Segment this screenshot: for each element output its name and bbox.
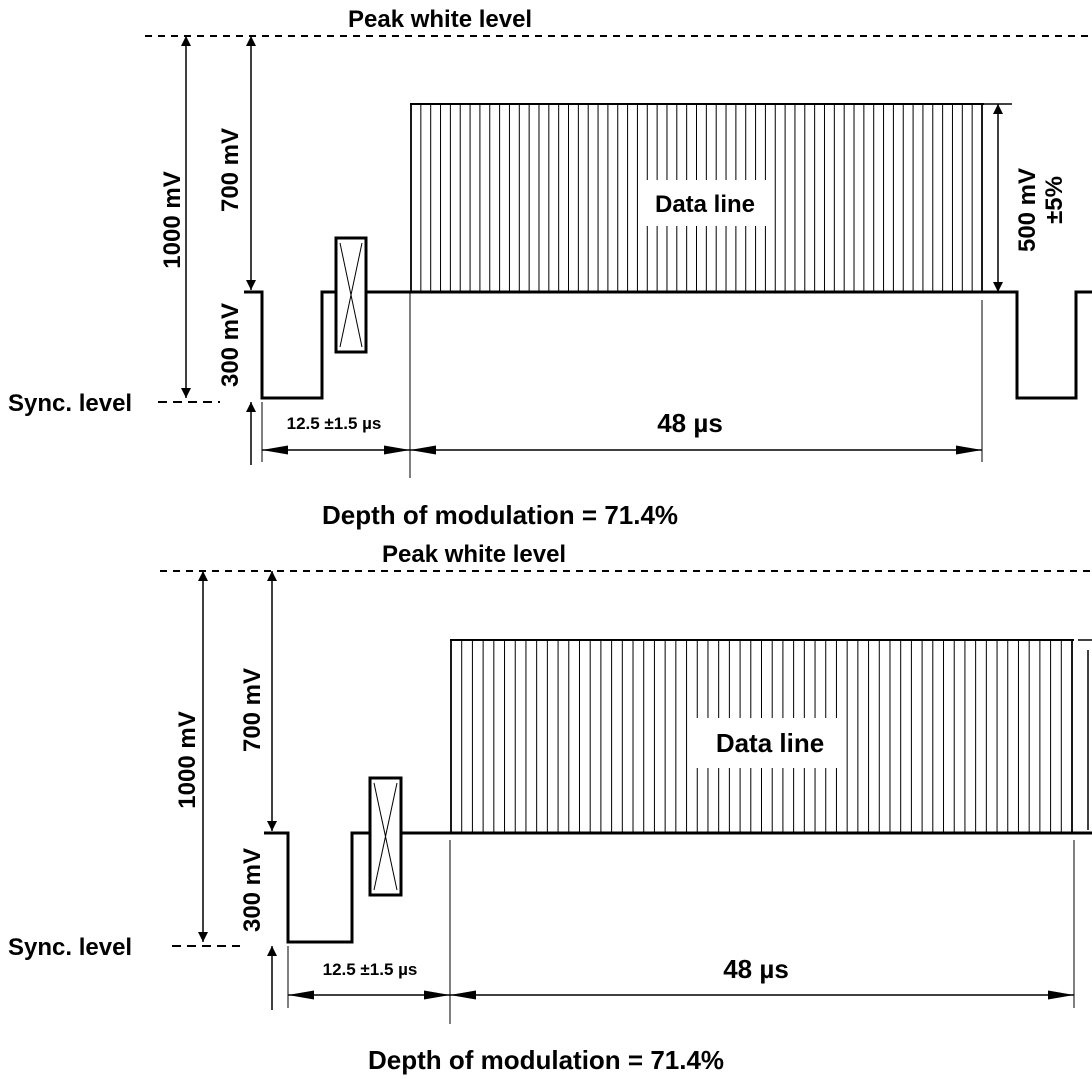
v1000-label: 1000 mV: [174, 711, 201, 808]
v500-tol-label: ±5%: [1041, 176, 1068, 224]
v700-label: 700 mV: [239, 668, 266, 752]
depth-label: Depth of modulation = 71.4%: [322, 500, 678, 530]
t-data-label: 48 µs: [657, 408, 723, 438]
v700-label: 700 mV: [217, 128, 244, 212]
data-line-label: Data line: [716, 728, 824, 758]
v300-label: 300 mV: [239, 848, 266, 932]
diagram-bottom: Peak white level Sync. level 1000 mV 700…: [8, 541, 1092, 1075]
peak-white-label: Peak white level: [382, 541, 566, 568]
t-gap-label: 12.5 ±1.5 µs: [323, 960, 418, 979]
data-pulses: [410, 104, 983, 292]
t-gap-label: 12.5 ±1.5 µs: [287, 414, 382, 433]
data-line-label: Data line: [655, 191, 755, 218]
v300-label: 300 mV: [217, 303, 244, 387]
sync-level-label: Sync. level: [8, 390, 132, 417]
t-data-label: 48 µs: [723, 954, 789, 984]
waveform: [244, 290, 1092, 400]
waveform: [264, 831, 1092, 944]
diagram-top: Peak white level Sync. level 1000 mV 700…: [8, 6, 1092, 530]
v500-label: 500 mV: [1014, 168, 1041, 252]
data-pulses: [450, 640, 1073, 833]
sync-level-label: Sync. level: [8, 934, 132, 961]
depth-label: Depth of modulation = 71.4%: [368, 1045, 724, 1075]
peak-white-label: Peak white level: [348, 6, 532, 33]
v1000-label: 1000 mV: [159, 171, 186, 268]
